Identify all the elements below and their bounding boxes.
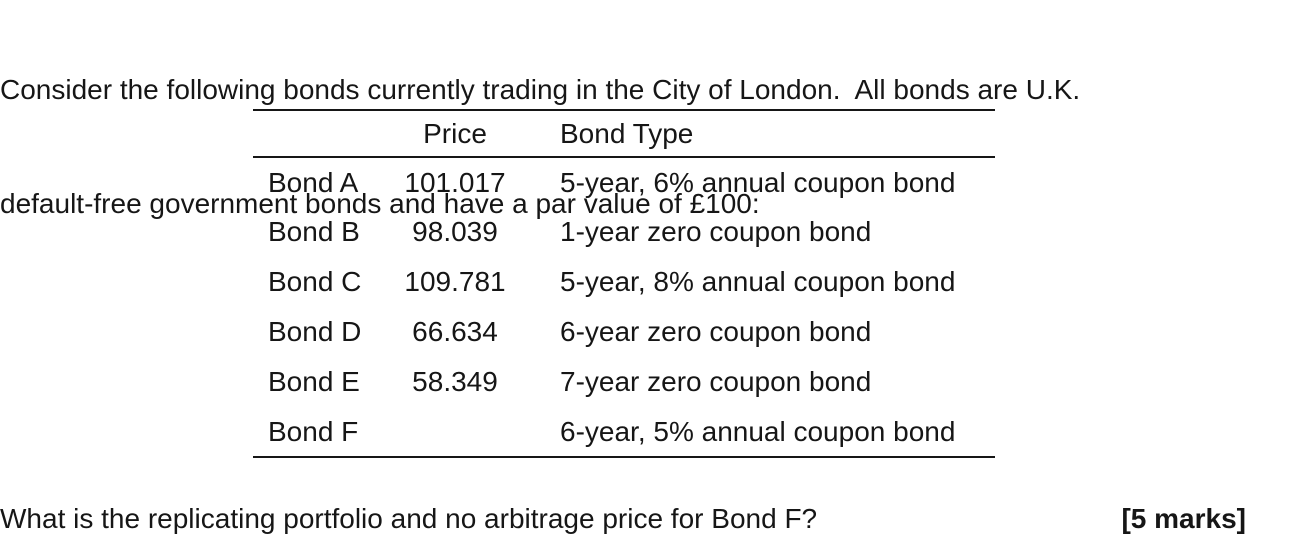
intro-paragraph: Consider the following bonds currently t…: [0, 0, 1080, 299]
bond-type: 6-year zero coupon bond: [560, 316, 872, 347]
table-row: Bond E 58.349 7-year zero coupon bond: [253, 357, 995, 407]
marks-badge: [5 marks]: [1121, 503, 1246, 534]
bond-price: 66.634: [412, 316, 498, 347]
intro-line-2: default-free government bonds and have a…: [0, 188, 760, 219]
intro-line-1: Consider the following bonds currently t…: [0, 74, 1081, 105]
header-bond-type: Bond Type: [530, 110, 995, 158]
header-bond: [253, 110, 380, 158]
bond-table-header: Price Bond Type: [253, 110, 995, 158]
bond-type: 6-year, 5% annual coupon bond: [560, 415, 956, 447]
bond-name: Bond C: [268, 266, 362, 297]
table-row: Bond C 109.781 5-year, 8% annual coupon …: [253, 257, 995, 307]
bond-table-body: Bond A 101.017 5-year, 6% annual coupon …: [253, 157, 995, 457]
bond-type: 1-year zero coupon bond: [560, 216, 872, 247]
bond-name: Bond F: [268, 415, 359, 447]
bond-price: 109.781: [404, 266, 506, 297]
table-row: Bond B 98.039 1-year zero coupon bond: [253, 207, 995, 257]
table-row: Bond D 66.634 6-year zero coupon bond: [253, 307, 995, 357]
bond-price: 98.039: [412, 216, 498, 247]
table-header-row: Price Bond Type: [253, 110, 995, 158]
bond-name: Bond E: [268, 366, 360, 397]
question-text: What is the replicating portfolio and no…: [0, 503, 818, 534]
bond-type: 5-year, 8% annual coupon bond: [560, 266, 956, 297]
bond-name: Bond D: [268, 316, 362, 347]
table-row: Bond A 101.017 5-year, 6% annual coupon …: [253, 157, 995, 207]
bond-price: [380, 407, 530, 457]
bond-name: Bond A: [268, 166, 359, 198]
table-row: Bond F 6-year, 5% annual coupon bond: [253, 407, 995, 457]
bond-price: 101.017: [404, 166, 506, 198]
bond-table: Price Bond Type Bond A 101.017 5-year, 6…: [253, 109, 995, 458]
question-row: What is the replicating portfolio and no…: [0, 500, 1246, 538]
bond-price: 58.349: [412, 366, 498, 397]
bond-type: 5-year, 6% annual coupon bond: [560, 166, 956, 198]
bond-type: 7-year zero coupon bond: [560, 366, 872, 397]
bond-name: Bond B: [268, 216, 360, 247]
header-price: Price: [380, 110, 530, 158]
